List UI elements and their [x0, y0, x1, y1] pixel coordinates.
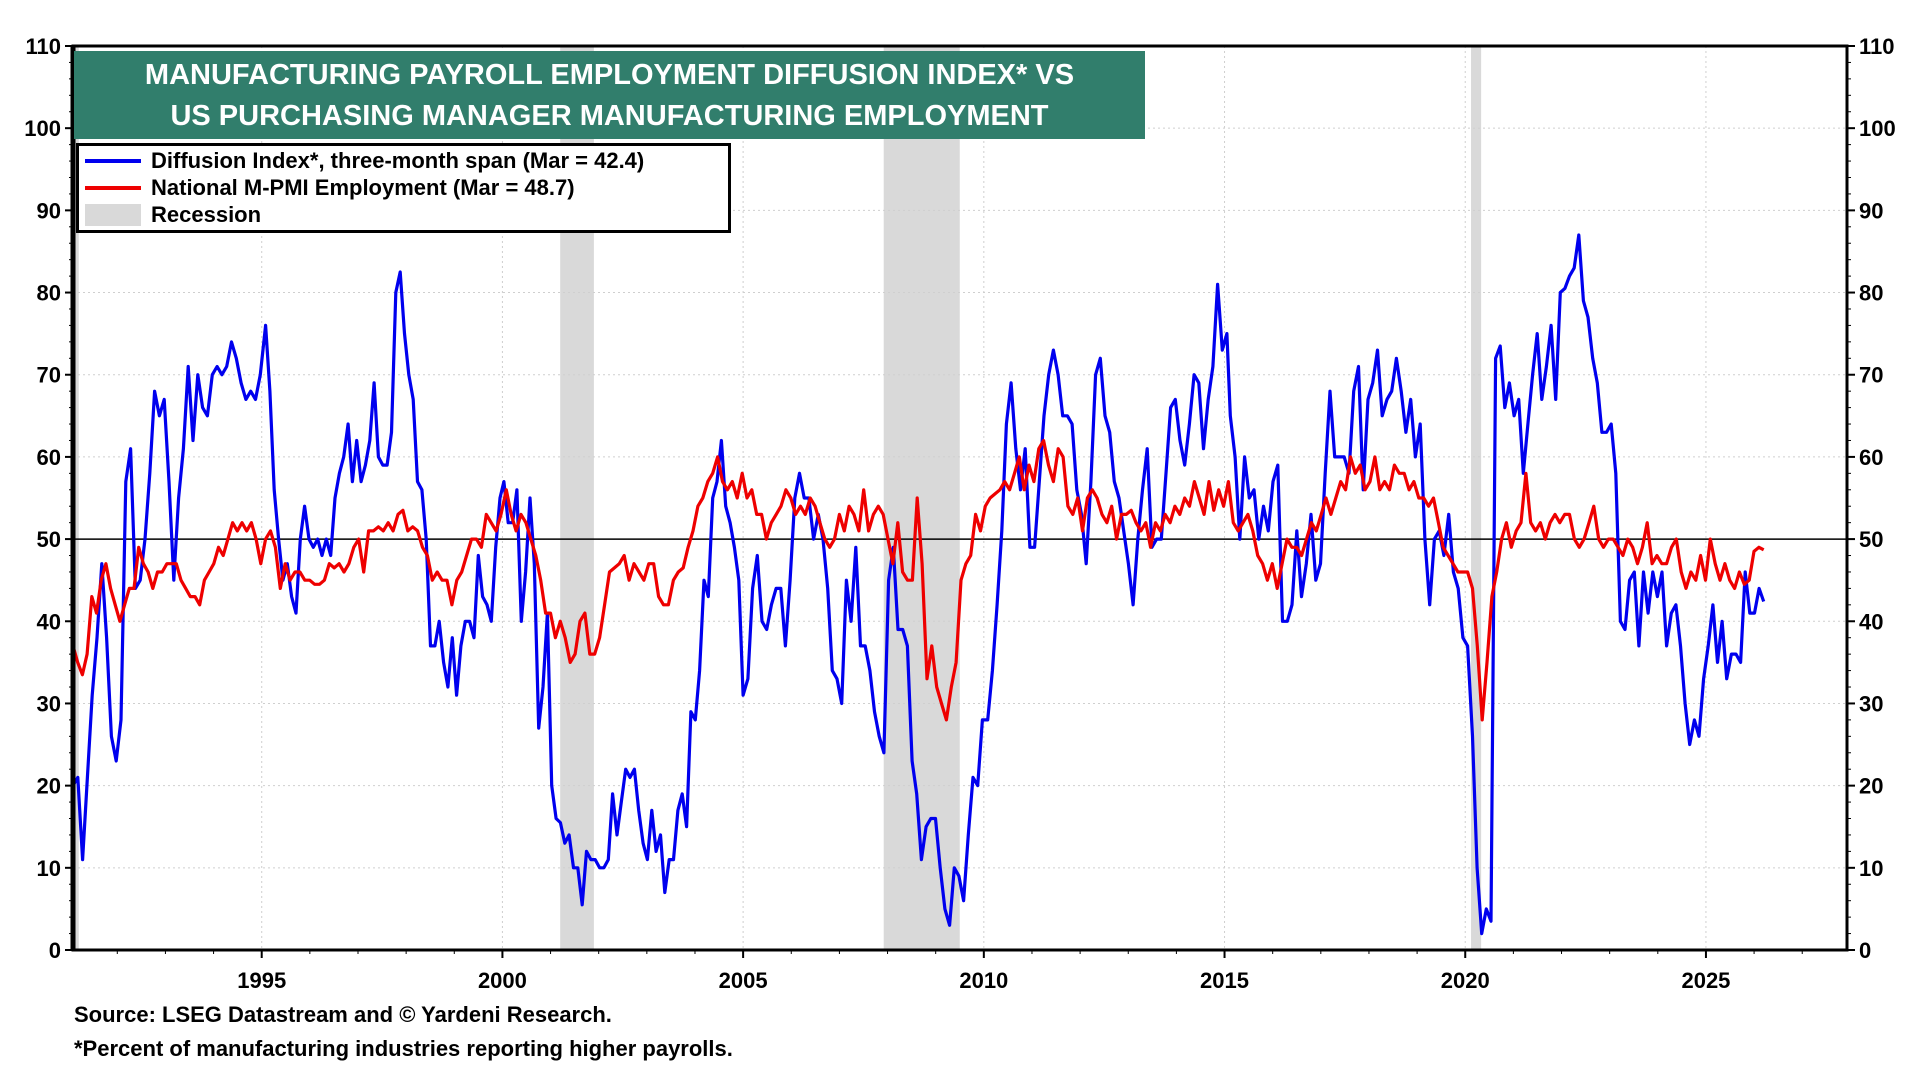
y-tick-label-right: 110 [1859, 34, 1895, 59]
series-line-pmi-employment [71, 438, 1765, 722]
legend-label-recession: Recession [151, 202, 262, 227]
series-line-diffusion-index [71, 233, 1766, 936]
chart-title-line-2: US PURCHASING MANAGER MANUFACTURING EMPL… [170, 100, 1049, 132]
chart-title: MANUFACTURING PAYROLL EMPLOYMENT DIFFUSI… [74, 51, 1145, 139]
y-tick-label-right: 70 [1859, 363, 1883, 388]
y-tick-label-left: 90 [37, 198, 61, 223]
legend-item-pmi: National M-PMI Employment (Mar = 48.7) [85, 175, 575, 201]
recession-band [883, 46, 960, 950]
legend-label-pmi: National M-PMI Employment (Mar = 48.7) [151, 175, 575, 200]
y-tick-label-left: 70 [37, 363, 61, 388]
y-tick-label-left: 40 [37, 609, 61, 634]
source-note: Source: LSEG Datastream and © Yardeni Re… [74, 1002, 612, 1027]
legend-label-diffusion: Diffusion Index*, three-month span (Mar … [151, 148, 645, 173]
legend-swatch-blue [85, 159, 141, 163]
x-tick-label: 2005 [719, 968, 768, 993]
y-tick-label-left: 100 [24, 116, 61, 141]
y-tick-label-right: 0 [1859, 938, 1871, 963]
y-tick-label-right: 30 [1859, 691, 1883, 716]
y-tick-label-right: 50 [1859, 527, 1883, 552]
y-tick-label-right: 40 [1859, 609, 1883, 634]
legend-swatch-gray [85, 204, 141, 226]
footnote: *Percent of manufacturing industries rep… [74, 1036, 733, 1061]
x-tick-label: 2025 [1681, 968, 1730, 993]
y-tick-label-right: 20 [1859, 774, 1883, 799]
y-tick-label-right: 10 [1859, 856, 1883, 881]
y-tick-label-right: 80 [1859, 281, 1883, 306]
y-tick-label-right: 60 [1859, 445, 1883, 470]
y-tick-label-left: 50 [37, 527, 61, 552]
legend-swatch-red [85, 186, 141, 190]
legend-item-recession: Recession [85, 202, 261, 228]
x-tick-label: 2015 [1200, 968, 1249, 993]
y-tick-label-right: 100 [1859, 116, 1896, 141]
data-lines [71, 233, 1766, 936]
x-tick-label: 2010 [959, 968, 1008, 993]
y-tick-label-left: 110 [26, 34, 62, 59]
recession-bands [73, 46, 1482, 950]
y-tick-label-left: 20 [37, 774, 61, 799]
x-tick-label: 2000 [478, 968, 527, 993]
y-tick-label-left: 0 [49, 938, 61, 963]
y-tick-label-left: 10 [37, 856, 61, 881]
x-tick-label: 2020 [1441, 968, 1490, 993]
legend: Diffusion Index*, three-month span (Mar … [76, 143, 731, 233]
x-tick-label: 1995 [237, 968, 286, 993]
chart-title-line-1: MANUFACTURING PAYROLL EMPLOYMENT DIFFUSI… [144, 59, 1075, 91]
recession-band [1471, 46, 1482, 950]
y-tick-label-left: 60 [37, 445, 61, 470]
recession-band [73, 46, 79, 950]
y-tick-label-left: 80 [37, 281, 61, 306]
legend-item-diffusion: Diffusion Index*, three-month span (Mar … [85, 148, 644, 174]
y-tick-label-right: 90 [1859, 198, 1883, 223]
y-tick-label-left: 30 [37, 691, 61, 716]
